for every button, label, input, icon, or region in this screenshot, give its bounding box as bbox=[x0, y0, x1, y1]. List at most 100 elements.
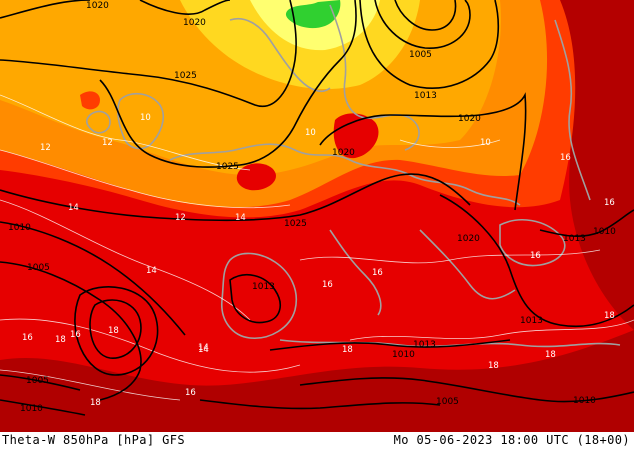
isobar-1010-sw bbox=[0, 399, 86, 416]
map-valid-time: Mo 05-06-2023 18:00 UTC (18+00) bbox=[393, 433, 630, 447]
isobar-label: 1005 bbox=[26, 376, 49, 386]
isobars bbox=[0, 0, 634, 416]
isobar-label: 1010 bbox=[8, 223, 31, 233]
isobar-label: 1025 bbox=[174, 71, 197, 81]
coast-east bbox=[554, 19, 591, 201]
theta-label: 16 bbox=[530, 251, 541, 261]
isobar-1010-med bbox=[299, 377, 634, 403]
isobar-1005-low bbox=[374, 0, 471, 49]
theta-label: 18 bbox=[342, 345, 353, 355]
theta-label: 18 bbox=[55, 335, 66, 345]
field-red-patch-2 bbox=[333, 113, 379, 159]
isobar-label: 1025 bbox=[284, 219, 307, 229]
field-darkred-east bbox=[540, 0, 634, 330]
theta-label: 16 bbox=[22, 333, 33, 343]
isobar-label: 1005 bbox=[409, 50, 432, 60]
isobar-1005-w bbox=[0, 261, 142, 401]
isobar-label: 1010 bbox=[593, 227, 616, 237]
theta-label: 10 bbox=[140, 113, 151, 123]
isobar-label: 1013 bbox=[252, 282, 275, 292]
map-footer: Theta-W 850hPa [hPa] GFS Mo 05-06-2023 1… bbox=[0, 432, 634, 450]
coast-ireland bbox=[86, 110, 111, 134]
isobar-1005-sw bbox=[0, 374, 81, 391]
isobar-1010-low bbox=[394, 0, 457, 31]
theta-contour-18b bbox=[349, 319, 634, 341]
theta-label: 12 bbox=[175, 213, 186, 223]
isobar-1025 bbox=[0, 0, 297, 108]
isobar-label: 1025 bbox=[216, 162, 239, 172]
isobar-low-w-ring2 bbox=[74, 286, 159, 376]
isobar-1013-iberia bbox=[229, 274, 281, 324]
isobar-1013 bbox=[359, 0, 500, 89]
theta-label: 16 bbox=[560, 153, 571, 163]
isobar-1010-w bbox=[0, 221, 186, 336]
isobar-label: 1013 bbox=[414, 91, 437, 101]
theta-label: 14 bbox=[198, 343, 209, 353]
field-darkred-south bbox=[0, 330, 634, 432]
theta-label: 14 bbox=[146, 266, 157, 276]
theta-label: 12 bbox=[40, 143, 51, 153]
field-green bbox=[285, 0, 341, 29]
isobar-label: 1013 bbox=[413, 340, 436, 350]
map-title: Theta-W 850hPa [hPa] GFS bbox=[2, 433, 185, 447]
isobar-1025-s bbox=[0, 173, 471, 222]
theta-label: 16 bbox=[70, 330, 81, 340]
isobar-label: 1005 bbox=[436, 397, 459, 407]
isobar-label: 1010 bbox=[20, 404, 43, 414]
theta-label: 18 bbox=[488, 361, 499, 371]
theta-label: 16 bbox=[604, 198, 615, 208]
theta-label: 14 bbox=[68, 203, 79, 213]
theta-w-map-canvas: 1020 1020 1025 1005 1013 1020 1020 1025 … bbox=[0, 0, 634, 432]
coastlines bbox=[86, 4, 621, 348]
coast-italy bbox=[329, 229, 382, 316]
theta-label: 18 bbox=[108, 326, 119, 336]
theta-contour-16 bbox=[0, 318, 301, 373]
isobar-label: 1020 bbox=[332, 148, 355, 158]
theta-label: 12 bbox=[102, 138, 113, 148]
theta-label: 18 bbox=[604, 311, 615, 321]
coast-balkans bbox=[419, 229, 516, 300]
isobar-1020-nw bbox=[0, 0, 91, 19]
coast-continent bbox=[169, 143, 521, 206]
theta-label: 18 bbox=[90, 398, 101, 408]
isobar-label: 1013 bbox=[520, 316, 543, 326]
theta-label: 16 bbox=[372, 268, 383, 278]
isobar-1025-c bbox=[99, 0, 357, 168]
theta-contours bbox=[0, 94, 634, 401]
theta-label: 18 bbox=[545, 350, 556, 360]
isobar-1013-east bbox=[439, 194, 634, 328]
coast-britain bbox=[117, 92, 165, 150]
field-orangered-patch-3 bbox=[80, 91, 100, 110]
theta-contour-16b bbox=[299, 249, 601, 264]
isobar-labels: 1020 1020 1025 1005 1013 1020 1020 1025 … bbox=[8, 1, 616, 414]
theta-contour-10 bbox=[0, 94, 251, 171]
isobar-label: 1010 bbox=[573, 396, 596, 406]
field-red-patch-1 bbox=[236, 163, 276, 191]
isobar-1020-n bbox=[139, 0, 231, 15]
theta-contour-12 bbox=[0, 149, 291, 209]
theta-label: 14 bbox=[235, 213, 246, 223]
coast-blacksea bbox=[499, 219, 566, 267]
isobar-label: 1020 bbox=[183, 18, 206, 28]
theta-labels: 10 10 10 12 14 14 12 14 16 16 18 18 16 1… bbox=[22, 113, 615, 408]
isobar-1020-c bbox=[319, 92, 527, 211]
theta-label: 16 bbox=[322, 280, 333, 290]
isobar-1005-se bbox=[199, 399, 441, 410]
theta-label: 10 bbox=[480, 138, 491, 148]
isobar-label: 1005 bbox=[27, 263, 50, 273]
isobar-low-w-ring1 bbox=[89, 299, 142, 359]
theta-contour-10b bbox=[399, 139, 501, 148]
isobar-1013-se bbox=[539, 209, 634, 238]
coast-iberia bbox=[221, 252, 297, 339]
isobar-label: 1013 bbox=[563, 234, 586, 244]
weather-map: 1020 1020 1025 1005 1013 1020 1020 1025 … bbox=[0, 0, 634, 432]
theta-label: 10 bbox=[305, 128, 316, 138]
isobar-label: 1010 bbox=[392, 350, 415, 360]
isobar-label: 1020 bbox=[457, 234, 480, 244]
theta-contour-14 bbox=[0, 199, 251, 321]
theta-label: 16 bbox=[185, 388, 196, 398]
isobar-label: 1020 bbox=[458, 114, 481, 124]
isobar-label: 1020 bbox=[86, 1, 109, 11]
theta-contour-18 bbox=[0, 369, 181, 401]
theta-label: 14 bbox=[198, 345, 209, 355]
